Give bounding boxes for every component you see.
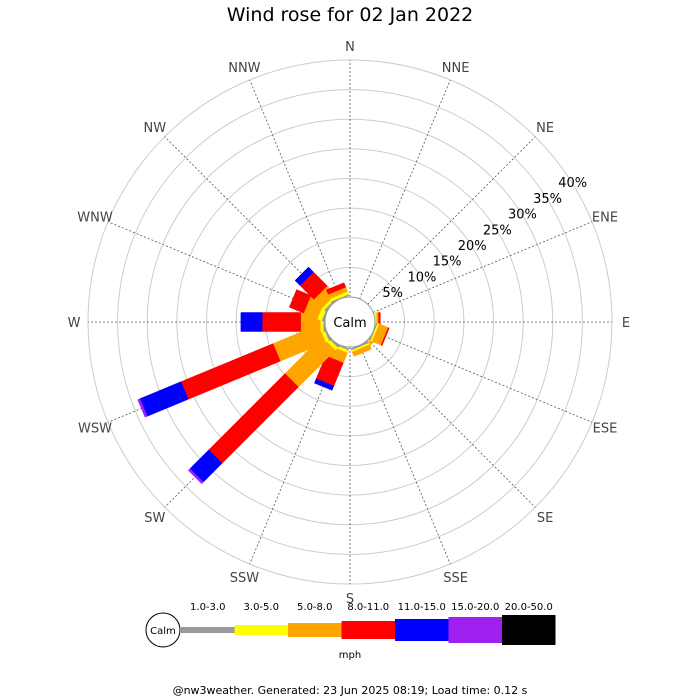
ring-label-7: 35% [533, 192, 562, 207]
petal-ese-bin-3 [380, 327, 390, 346]
legend-unit-label: mph [339, 650, 361, 661]
petal-wsw-bin-5 [137, 398, 148, 418]
ring-label-5: 25% [483, 223, 512, 238]
legend-swatch-2 [288, 623, 342, 637]
ring-label-4: 20% [458, 239, 487, 254]
legend-label-0: 1.0-3.0 [190, 602, 225, 613]
ring-label-8: 40% [558, 176, 587, 191]
legend-swatch-3 [341, 621, 395, 639]
spoke-ese [372, 331, 593, 423]
petal-ssw-bin-4 [314, 378, 335, 391]
spoke-ene [372, 221, 593, 313]
petal-nw-bin-4 [294, 266, 314, 286]
legend-label-4: 11.0-15.0 [398, 602, 446, 613]
spoke-nw [164, 136, 333, 305]
ring-label-3: 15% [433, 255, 462, 270]
direction-label-nw: NW [144, 121, 167, 136]
legend-label-6: 20.0-50.0 [505, 602, 553, 613]
direction-label-ne: NE [536, 121, 554, 136]
ring-label-1: 5% [382, 286, 403, 301]
spoke-se [367, 339, 536, 508]
polar-grid [87, 59, 613, 585]
legend-swatch-6 [502, 615, 556, 645]
legend-label-2: 5.0-8.0 [297, 602, 332, 613]
footer-text: @nw3weather. Generated: 23 Jun 2025 08:1… [172, 684, 528, 697]
direction-label-nnw: NNW [228, 61, 260, 76]
direction-label-e: E [622, 316, 630, 331]
chart-title: Wind rose for 02 Jan 2022 [226, 4, 474, 26]
spoke-nnw [249, 79, 341, 300]
spoke-sse [359, 344, 451, 565]
legend-swatch-1 [234, 625, 288, 635]
axis-labels: N NNE NE ENE E ESE SE SSE S SSW SW WSW W WNW NW NNW 5% 10… [68, 40, 631, 607]
direction-label-sw: SW [144, 511, 165, 526]
legend-label-3: 8.0-11.0 [347, 602, 389, 613]
spoke-sw [164, 339, 333, 508]
legend-swatch-0 [181, 627, 235, 633]
grid-ring [206, 178, 494, 466]
spoke-ssw [249, 344, 341, 565]
petal-w-bin-4 [240, 312, 263, 332]
direction-label-wsw: WSW [78, 422, 112, 437]
direction-label-ssw: SSW [230, 571, 260, 586]
petal-nnw-bin-3 [326, 282, 347, 295]
direction-label-n: N [345, 40, 355, 55]
petals [137, 266, 390, 485]
petal-sw-bin-5 [187, 468, 204, 485]
spoke-wnw [107, 221, 328, 313]
petal-wnw-bin-3 [288, 289, 312, 314]
calm-circle [324, 296, 376, 348]
petal-w-bin-3 [261, 312, 301, 332]
spoke-ne [367, 136, 536, 305]
direction-label-ene: ENE [592, 210, 618, 225]
legend: Calm 1.0-3.0 3.0-5.0 5.0-8.0 8.0-11.0 11.0-15… [145, 602, 556, 661]
direction-label-nne: NNE [442, 61, 470, 76]
legend-swatch-4 [395, 619, 449, 641]
direction-label-ese: ESE [593, 422, 618, 437]
direction-label-w: W [68, 316, 81, 331]
direction-label-se: SE [537, 511, 553, 526]
direction-label-sse: SSE [443, 571, 468, 586]
legend-label-1: 3.0-5.0 [244, 602, 279, 613]
petal-wsw-bin-3 [180, 343, 281, 400]
direction-label-wnw: WNW [77, 210, 113, 225]
calm-center: Calm [324, 296, 376, 348]
petal-wsw-bin-4 [139, 381, 189, 417]
ring-label-2: 10% [407, 270, 436, 285]
legend-calm-label: Calm [150, 626, 176, 637]
ring-label-6: 30% [508, 208, 537, 223]
calm-label: Calm [333, 316, 366, 331]
direction-label-s: S [346, 592, 354, 607]
petal-sse-bin-2 [351, 344, 372, 357]
spoke-nne [359, 79, 451, 300]
legend-label-5: 15.0-20.0 [451, 602, 499, 613]
legend-swatch-5 [448, 617, 502, 643]
grid-ring [117, 89, 583, 555]
legend-calm-circle [145, 612, 181, 648]
